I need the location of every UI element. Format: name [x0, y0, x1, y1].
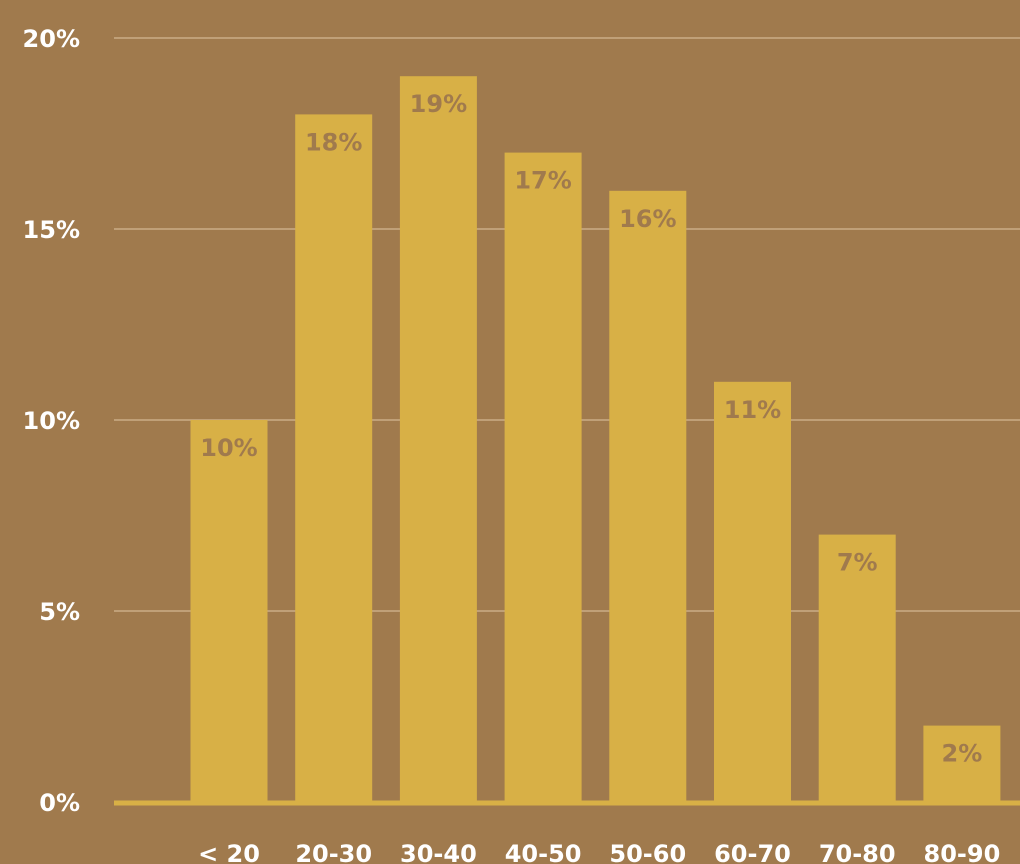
x-tick-label: 40-50 — [505, 840, 582, 864]
data-label: 18% — [305, 128, 362, 156]
data-label: 2% — [942, 740, 983, 768]
x-axis-tick-labels: < 20 20-30 30-40 40-50 50-60 60-70 70-80 80-90 — [198, 840, 1000, 864]
x-tick-label: 20-30 — [295, 840, 372, 864]
y-axis-tick-labels: 0% 5% 10% 15% 20% — [23, 25, 80, 817]
y-tick-label: 5% — [39, 598, 80, 626]
data-labels: 10% 18% 19% 17% 16% 11% 7% 2% — [200, 90, 982, 767]
bar — [190, 420, 268, 802]
bars — [190, 76, 1001, 803]
data-label: 19% — [410, 90, 467, 118]
data-label: 7% — [837, 549, 878, 577]
bar — [818, 534, 896, 802]
bar — [295, 114, 373, 802]
x-tick-label: 30-40 — [400, 840, 477, 864]
y-tick-label: 15% — [23, 216, 80, 244]
data-label: 16% — [619, 205, 676, 233]
data-label: 17% — [514, 167, 571, 195]
data-label: 10% — [200, 434, 257, 462]
data-label: 11% — [724, 396, 781, 424]
bar — [504, 152, 582, 803]
y-tick-label: 10% — [23, 407, 80, 435]
bar — [399, 76, 477, 802]
x-tick-label: < 20 — [198, 840, 260, 864]
y-tick-label: 20% — [23, 25, 80, 53]
bar — [609, 190, 687, 803]
x-tick-label: 80-90 — [924, 840, 1001, 864]
bar — [714, 381, 791, 802]
x-tick-label: 50-60 — [609, 840, 686, 864]
x-tick-label: 70-80 — [819, 840, 896, 864]
y-tick-label: 0% — [39, 789, 80, 817]
bar — [923, 725, 1001, 802]
x-tick-label: 60-70 — [714, 840, 791, 864]
